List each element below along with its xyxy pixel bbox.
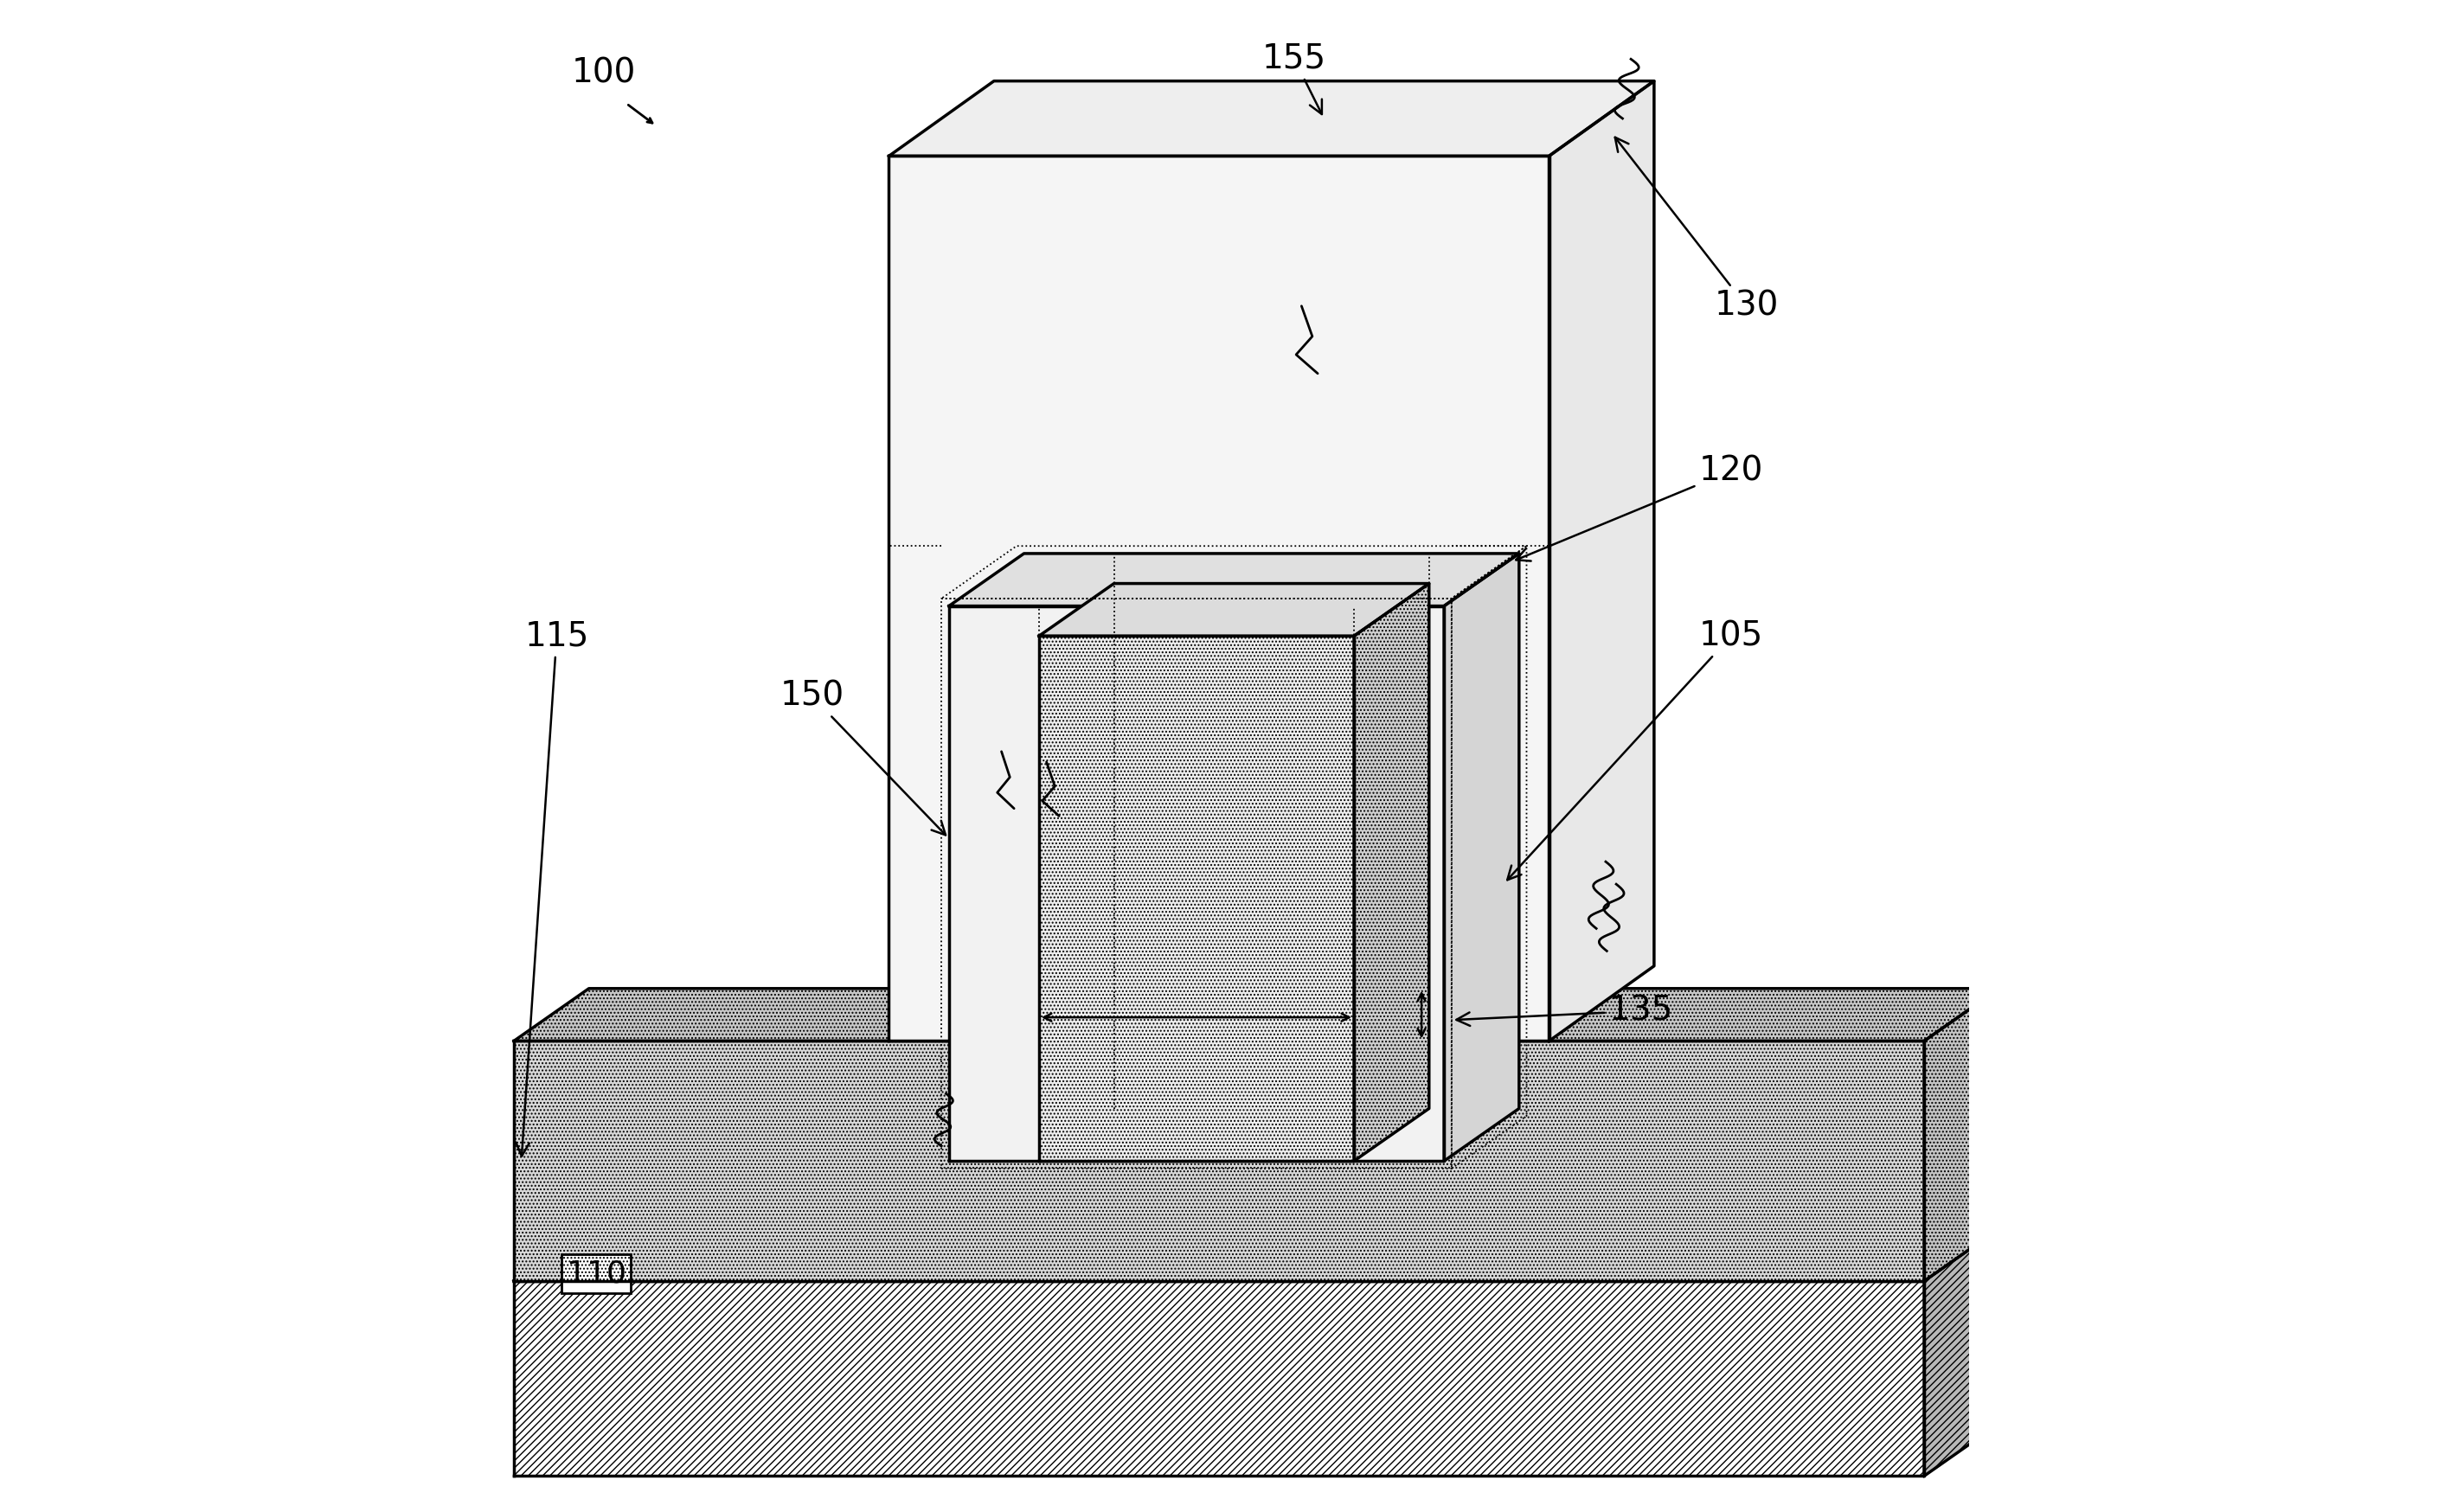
Text: 125: 125	[1148, 785, 1214, 818]
Polygon shape	[890, 156, 1548, 1040]
Polygon shape	[1924, 1228, 1999, 1476]
Text: 145: 145	[1438, 1001, 1494, 1030]
Polygon shape	[514, 1040, 1924, 1281]
Polygon shape	[514, 989, 1999, 1040]
Polygon shape	[514, 1281, 1924, 1476]
Polygon shape	[948, 553, 1519, 606]
Polygon shape	[1924, 989, 1999, 1281]
Text: 120: 120	[1516, 455, 1763, 561]
Polygon shape	[514, 1228, 1999, 1281]
Polygon shape	[1039, 637, 1353, 1161]
Polygon shape	[995, 1040, 1399, 1161]
Text: 115: 115	[517, 620, 590, 1157]
Text: 147: 147	[1153, 962, 1209, 990]
Polygon shape	[995, 989, 1475, 1040]
Polygon shape	[1548, 82, 1653, 1040]
Text: 150: 150	[780, 679, 946, 835]
Text: 105: 105	[1507, 620, 1763, 880]
Text: 100: 100	[573, 57, 636, 89]
Text: 130: 130	[1614, 138, 1777, 322]
Text: 140: 140	[1329, 762, 1395, 795]
Text: 110: 110	[566, 1259, 627, 1288]
Text: 155: 155	[1263, 42, 1326, 115]
Text: 135: 135	[1455, 995, 1672, 1028]
Polygon shape	[948, 606, 1443, 1161]
Text: 160: 160	[978, 739, 1041, 773]
Polygon shape	[1353, 584, 1429, 1161]
Polygon shape	[1443, 553, 1519, 1161]
Polygon shape	[1039, 584, 1429, 637]
Polygon shape	[890, 82, 1653, 156]
